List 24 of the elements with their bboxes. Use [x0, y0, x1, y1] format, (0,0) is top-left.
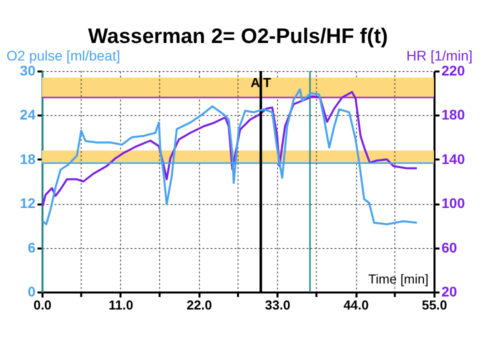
line-series — [42, 90, 418, 207]
y2-tick-label: 180 — [442, 106, 466, 123]
y-tick-label: 30 — [20, 62, 36, 78]
x-tick-label: 33.0 — [265, 298, 290, 312]
x-tick-label: 55.0 — [422, 298, 448, 312]
y2-tick-label: 220 — [442, 62, 466, 78]
y-axis-title: O2 pulse [ml/beat] — [6, 48, 120, 64]
y2-tick-label: 100 — [442, 195, 466, 212]
y2-tick-label: 20 — [442, 284, 458, 300]
y-tick-label: 18 — [20, 150, 36, 167]
x-axis-title: Time [min] — [368, 272, 428, 286]
y2-tick-label: 60 — [442, 239, 458, 256]
x-tick-label: 0.0 — [33, 298, 52, 312]
x-tick-label: 44.0 — [343, 298, 369, 312]
y2-axis-title: HR [1/min] — [406, 48, 472, 64]
y-tick-label: 0 — [28, 284, 36, 300]
y-tick-label: 6 — [28, 239, 36, 256]
ref-line-label: A T — [250, 75, 272, 90]
y-tick-label: 12 — [20, 195, 36, 212]
y-tick-label: 24 — [20, 106, 36, 123]
y2-tick-label: 140 — [442, 150, 466, 167]
x-tick-label: 11.0 — [108, 298, 134, 312]
chart-title: Wasserman 2= O2-Puls/HF f(t) — [88, 25, 388, 48]
x-tick-label: 22.0 — [186, 298, 212, 312]
